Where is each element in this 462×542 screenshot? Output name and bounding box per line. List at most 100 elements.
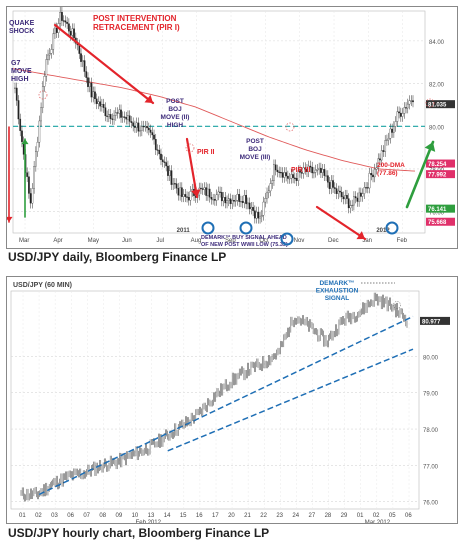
candle-body (78, 44, 81, 54)
x-tick-label: Jun (122, 238, 132, 244)
candle-body (323, 169, 326, 176)
high-marker (285, 122, 295, 132)
post-boj-2-label: POST BOJ MOVE (II) HIGH (161, 98, 190, 129)
pir2-arrow-head (191, 189, 201, 197)
candle-body (41, 86, 44, 108)
high-marker (425, 98, 435, 108)
candle-body (304, 167, 307, 170)
candle-body (306, 169, 308, 172)
hourly-chart-caption: USD/JPY hourly chart, Bloomberg Finance … (8, 526, 270, 540)
x-tick-label: 03 (51, 513, 58, 519)
candle-body (151, 132, 154, 136)
candle-body (87, 77, 89, 87)
trendline-2 (167, 348, 414, 452)
candle-body (90, 82, 93, 98)
hourly-chart: USD/JPY (60 MIN) 76.00 77.00 78.00 79.00 80.0… (10, 280, 450, 526)
candle-body (241, 201, 244, 203)
rally-arrow-head (424, 142, 436, 152)
x-tick-label: 20 (228, 513, 235, 519)
candle-body (391, 128, 393, 133)
candle-body (231, 199, 234, 204)
current-price-badge (420, 316, 450, 325)
candle-body (153, 134, 155, 140)
candle-body (370, 173, 373, 176)
post-boj-3-label: POST BOJ MOVE (III) (240, 138, 271, 161)
candle-body (217, 191, 220, 196)
rally-arrow-shaft (405, 140, 435, 209)
candle-body (106, 115, 108, 117)
candle-body (238, 194, 241, 202)
x-tick-label: Feb (397, 238, 408, 244)
candle-body (335, 188, 338, 194)
candle-body (182, 194, 185, 197)
candle-body (412, 100, 414, 103)
candle-body (267, 190, 270, 194)
candle-body (142, 126, 145, 128)
x-tick-label: 09 (116, 513, 123, 519)
daily-chart: 76.0078.0080.0082.0084.00MarAprMayJunJul… (5, 6, 455, 248)
candle-body (83, 60, 86, 72)
price-badge-label: 75.668 (428, 220, 447, 226)
x-tick-label: Dec (328, 238, 339, 244)
candle-body (384, 140, 387, 152)
candle-body (219, 191, 221, 193)
candle-body (321, 169, 324, 173)
pir2-arrow-shaft (185, 137, 199, 199)
candle-body (48, 53, 51, 56)
candle-body (135, 122, 138, 128)
candle-body (121, 116, 124, 118)
x-tick-label: 17 (212, 513, 219, 519)
candle-body (141, 126, 143, 131)
y-tick-label: 78.00 (423, 428, 439, 434)
candle-body (111, 118, 114, 120)
candle-body (205, 187, 208, 196)
x-tick-label: 27 (309, 513, 316, 519)
price-badge-label: 78.254 (428, 162, 447, 168)
candle-body (300, 172, 303, 174)
candle-body (396, 111, 399, 122)
candle-body (361, 193, 364, 197)
x-tick-label: 24 (292, 513, 299, 519)
candle-body (354, 196, 357, 199)
candle-body (368, 173, 371, 189)
y-tick-label: 76.00 (423, 501, 439, 507)
candle-body (344, 195, 347, 200)
candle-body (233, 199, 235, 202)
candle-body (342, 196, 345, 200)
x-tick-label: 15 (180, 513, 187, 519)
candle-body (226, 200, 228, 204)
candle-body (259, 216, 261, 219)
x-tick-label: 10 (132, 513, 139, 519)
candle-body (35, 151, 37, 167)
candle-body (337, 190, 340, 194)
candle-body (353, 196, 355, 206)
candle-body (186, 196, 188, 198)
candle-body (309, 165, 312, 168)
daily-chart-caption: USD/JPY daily, Bloomberg Finance LP (8, 250, 227, 264)
candle-body (81, 60, 84, 62)
candle-body (234, 200, 237, 202)
candle-body (101, 104, 103, 107)
candle-body (113, 115, 115, 120)
demark-exhaustion-label: DEMARK™ EXHAUSTION SIGNAL (316, 280, 359, 302)
year-label: 2012 (376, 228, 390, 234)
price-badge-label: 77.992 (428, 173, 447, 179)
candle-body (229, 198, 232, 204)
dma200-line (12, 68, 416, 172)
year-label: 2011 (177, 228, 191, 234)
candle-body (52, 33, 55, 50)
candle-body (172, 183, 175, 185)
chart-title: USD/JPY (60 MIN) (13, 282, 72, 289)
candle-body (222, 197, 225, 202)
candle-body (45, 59, 48, 77)
y-tick-label: 77.00 (423, 464, 439, 470)
candle-body (116, 112, 119, 114)
candle-body (302, 167, 305, 174)
x-tick-label: 28 (325, 513, 332, 519)
candle-body (207, 188, 209, 196)
candle-body (212, 199, 214, 201)
candle-body (33, 166, 35, 189)
candle-body (161, 159, 164, 162)
plot-area (12, 10, 426, 234)
pir2-label: PIR II (197, 149, 215, 156)
